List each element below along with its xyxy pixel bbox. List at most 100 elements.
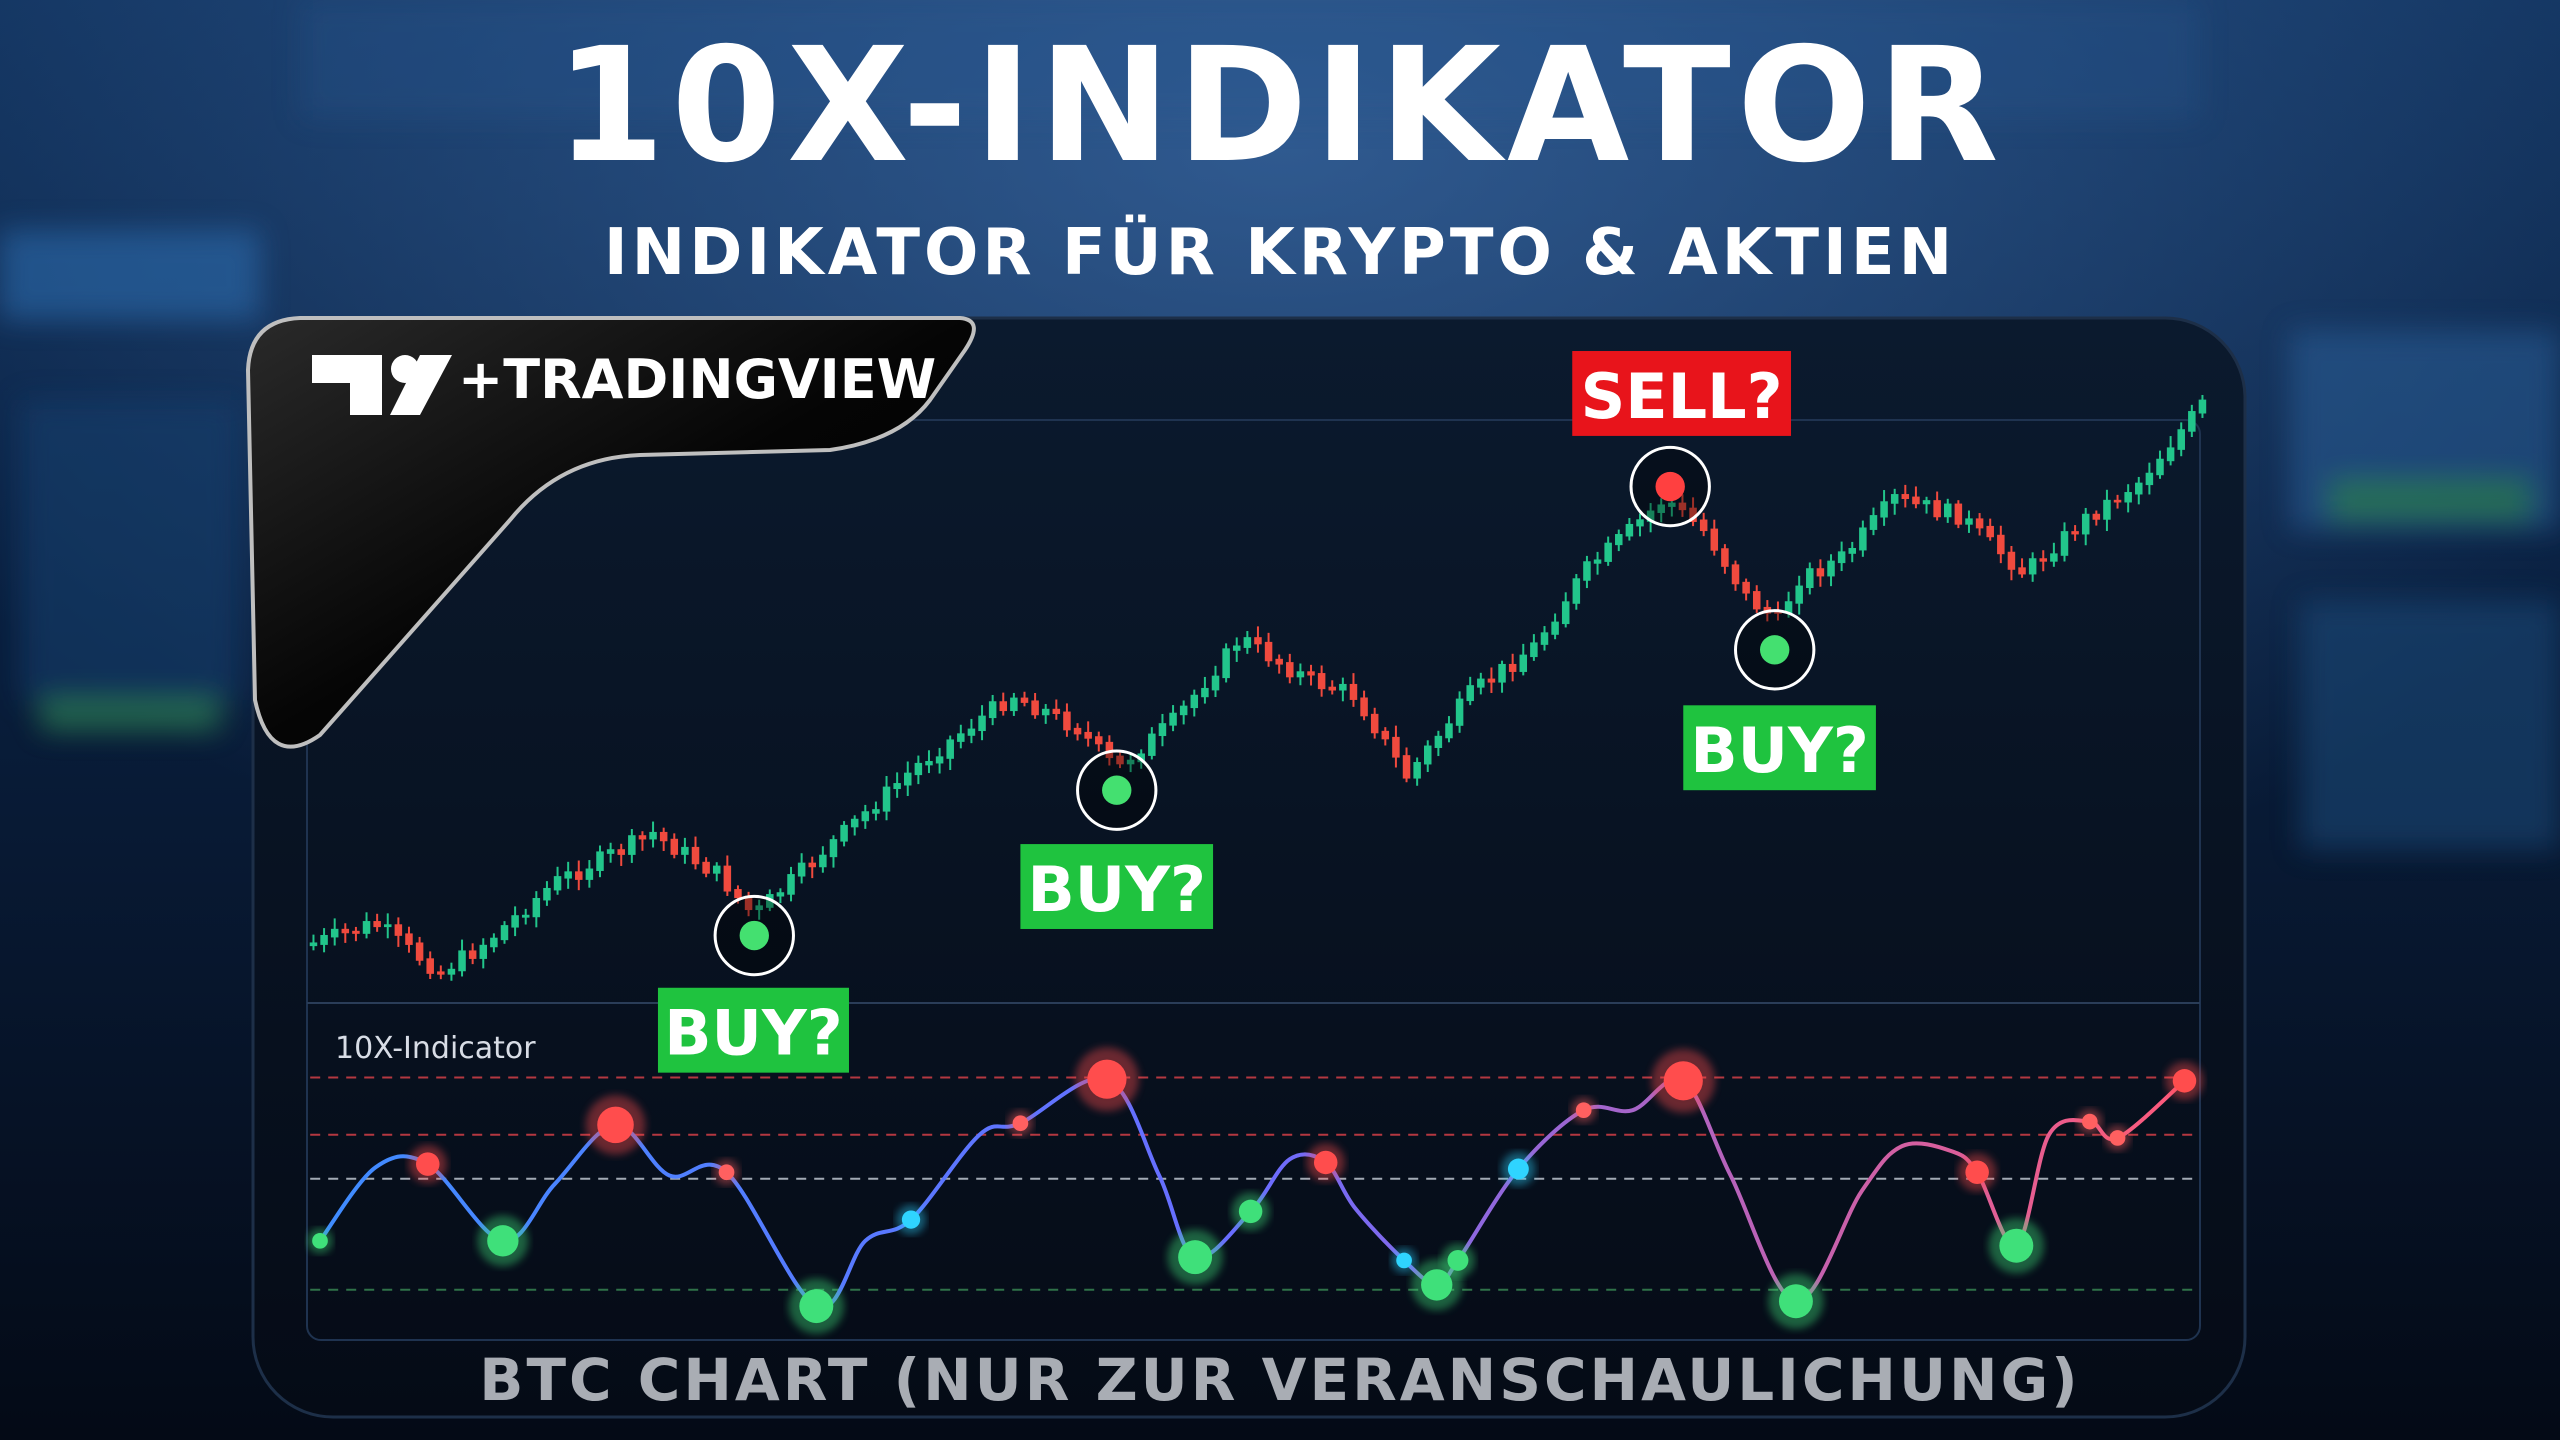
signal-dot [1760,635,1790,665]
oscillator-dot [1421,1269,1453,1301]
candle-body [1222,648,1230,679]
candle-body [1275,658,1283,665]
signal-dot [739,920,769,951]
candle-body [702,861,710,874]
candle-body [2028,558,2037,575]
candle-body [511,915,519,928]
candle-body [638,835,647,840]
candle-body [1232,645,1241,651]
candle-body [1148,733,1156,756]
candle-body [1264,641,1273,662]
candle-body [1158,723,1167,737]
candle-body [1795,585,1803,604]
candle-body [999,701,1008,712]
candle-body [1944,503,1952,518]
candle-body [2166,447,2175,462]
candle-body [1445,723,1453,739]
oscillator-dot [1087,1059,1127,1099]
chart-frame [306,419,2201,1341]
candle-body [1869,515,1878,530]
background-screens [0,0,2560,850]
candle-body [2092,513,2101,520]
oscillator-dot [1396,1252,1412,1269]
candle-body [1020,697,1029,703]
candle-body [1126,759,1135,765]
oscillator-dot [1507,1158,1529,1180]
candle-body [1975,518,1984,529]
candle-body [1296,671,1305,678]
candle-body [1561,601,1570,625]
candle-body [1392,736,1400,758]
candle-body [1052,708,1061,715]
candle-body [723,865,732,892]
candle-body [2071,531,2079,535]
candle-body [1477,678,1485,688]
candle-body [1487,678,1496,683]
candle-body [957,733,965,742]
signal-dot [1655,471,1685,502]
oscillator-dot [901,1210,921,1229]
oscillator-dot [1178,1240,1213,1275]
candle-body [1636,519,1644,527]
candle-body [1742,581,1750,594]
candle-body [2050,553,2058,562]
signal-box [1683,705,1876,791]
candle-body [1625,523,1634,537]
candle-body [1816,568,1825,577]
candle-body [2188,411,2196,432]
candle-body [585,868,594,880]
candle-body [1073,727,1082,735]
candle-body [1593,559,1602,564]
candle-body [628,835,636,855]
candle-body [1997,534,2005,555]
signal-label: BUY? [1690,714,1868,787]
candle-body [1827,560,1835,577]
candle-body [1031,700,1039,716]
candle-body [1041,708,1050,716]
candle-body [1615,534,1623,546]
oscillator-dot [2172,1069,2197,1093]
candle-body [1657,504,1665,513]
oscillator-dot [2109,1130,2126,1146]
candle-body [1328,686,1336,691]
candle-body [1317,673,1326,690]
oscillator-dot [1012,1115,1029,1132]
candle-body [882,786,891,812]
candle-body [1349,683,1358,700]
candle-body [2039,558,2048,562]
candle-body [819,854,827,868]
logo-glyph-t [312,355,382,415]
candle-body [734,889,742,899]
signal-dot [1102,775,1132,805]
candle-body [1424,745,1432,765]
candle-body [904,772,912,786]
candle-body [1063,711,1071,731]
candle-body [1095,736,1103,745]
candle-body [808,862,816,868]
candle-body [1837,551,1846,564]
candle-body [1890,494,1899,504]
footer-caption: BTC CHART (NUR ZUR VERANSCHAULICHUNG) [479,1346,2080,1414]
candle-body [2124,492,2132,503]
candle-body [1540,632,1549,645]
candle-body [1965,518,1973,525]
candle-body [978,715,986,732]
candle-body [925,761,933,766]
candle-body [1286,662,1294,678]
signal-box [657,987,849,1073]
candle-body [1646,510,1655,522]
candle-body [861,811,870,822]
oscillator-dot [1313,1150,1338,1175]
candle-body [394,924,403,936]
candle-body [1583,561,1591,581]
candle-body [1689,507,1697,522]
signal-box [1020,844,1214,929]
candle-body [1668,502,1676,507]
candle-body [1699,519,1708,532]
oscillator-dot [1575,1102,1592,1119]
candle-body [1752,591,1761,610]
candle-body [500,925,509,941]
candle-body [1986,525,1994,538]
